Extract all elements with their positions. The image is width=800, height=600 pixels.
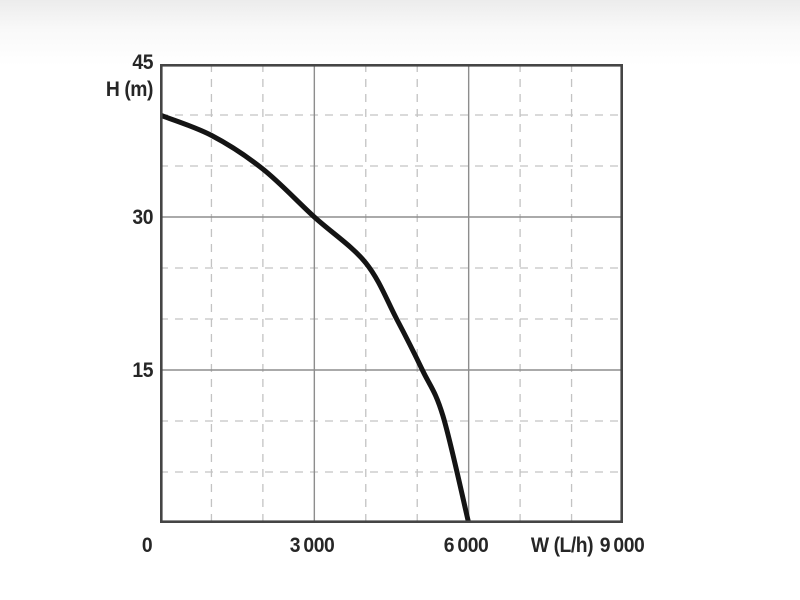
y-tick-45: 45 [132, 51, 153, 74]
x-tick-3000: 3 000 [289, 534, 335, 557]
plot-area [160, 64, 623, 523]
x-axis-title: W (L/h) [530, 534, 594, 557]
y-tick-15: 15 [132, 359, 153, 382]
x-tick-9000: 9 000 [599, 534, 645, 557]
y-axis-title: H (m) [105, 78, 154, 101]
y-tick-30: 30 [132, 206, 153, 229]
plot-svg [160, 64, 623, 523]
x-tick-0: 0 [141, 534, 153, 557]
x-tick-6000: 6 000 [443, 534, 489, 557]
